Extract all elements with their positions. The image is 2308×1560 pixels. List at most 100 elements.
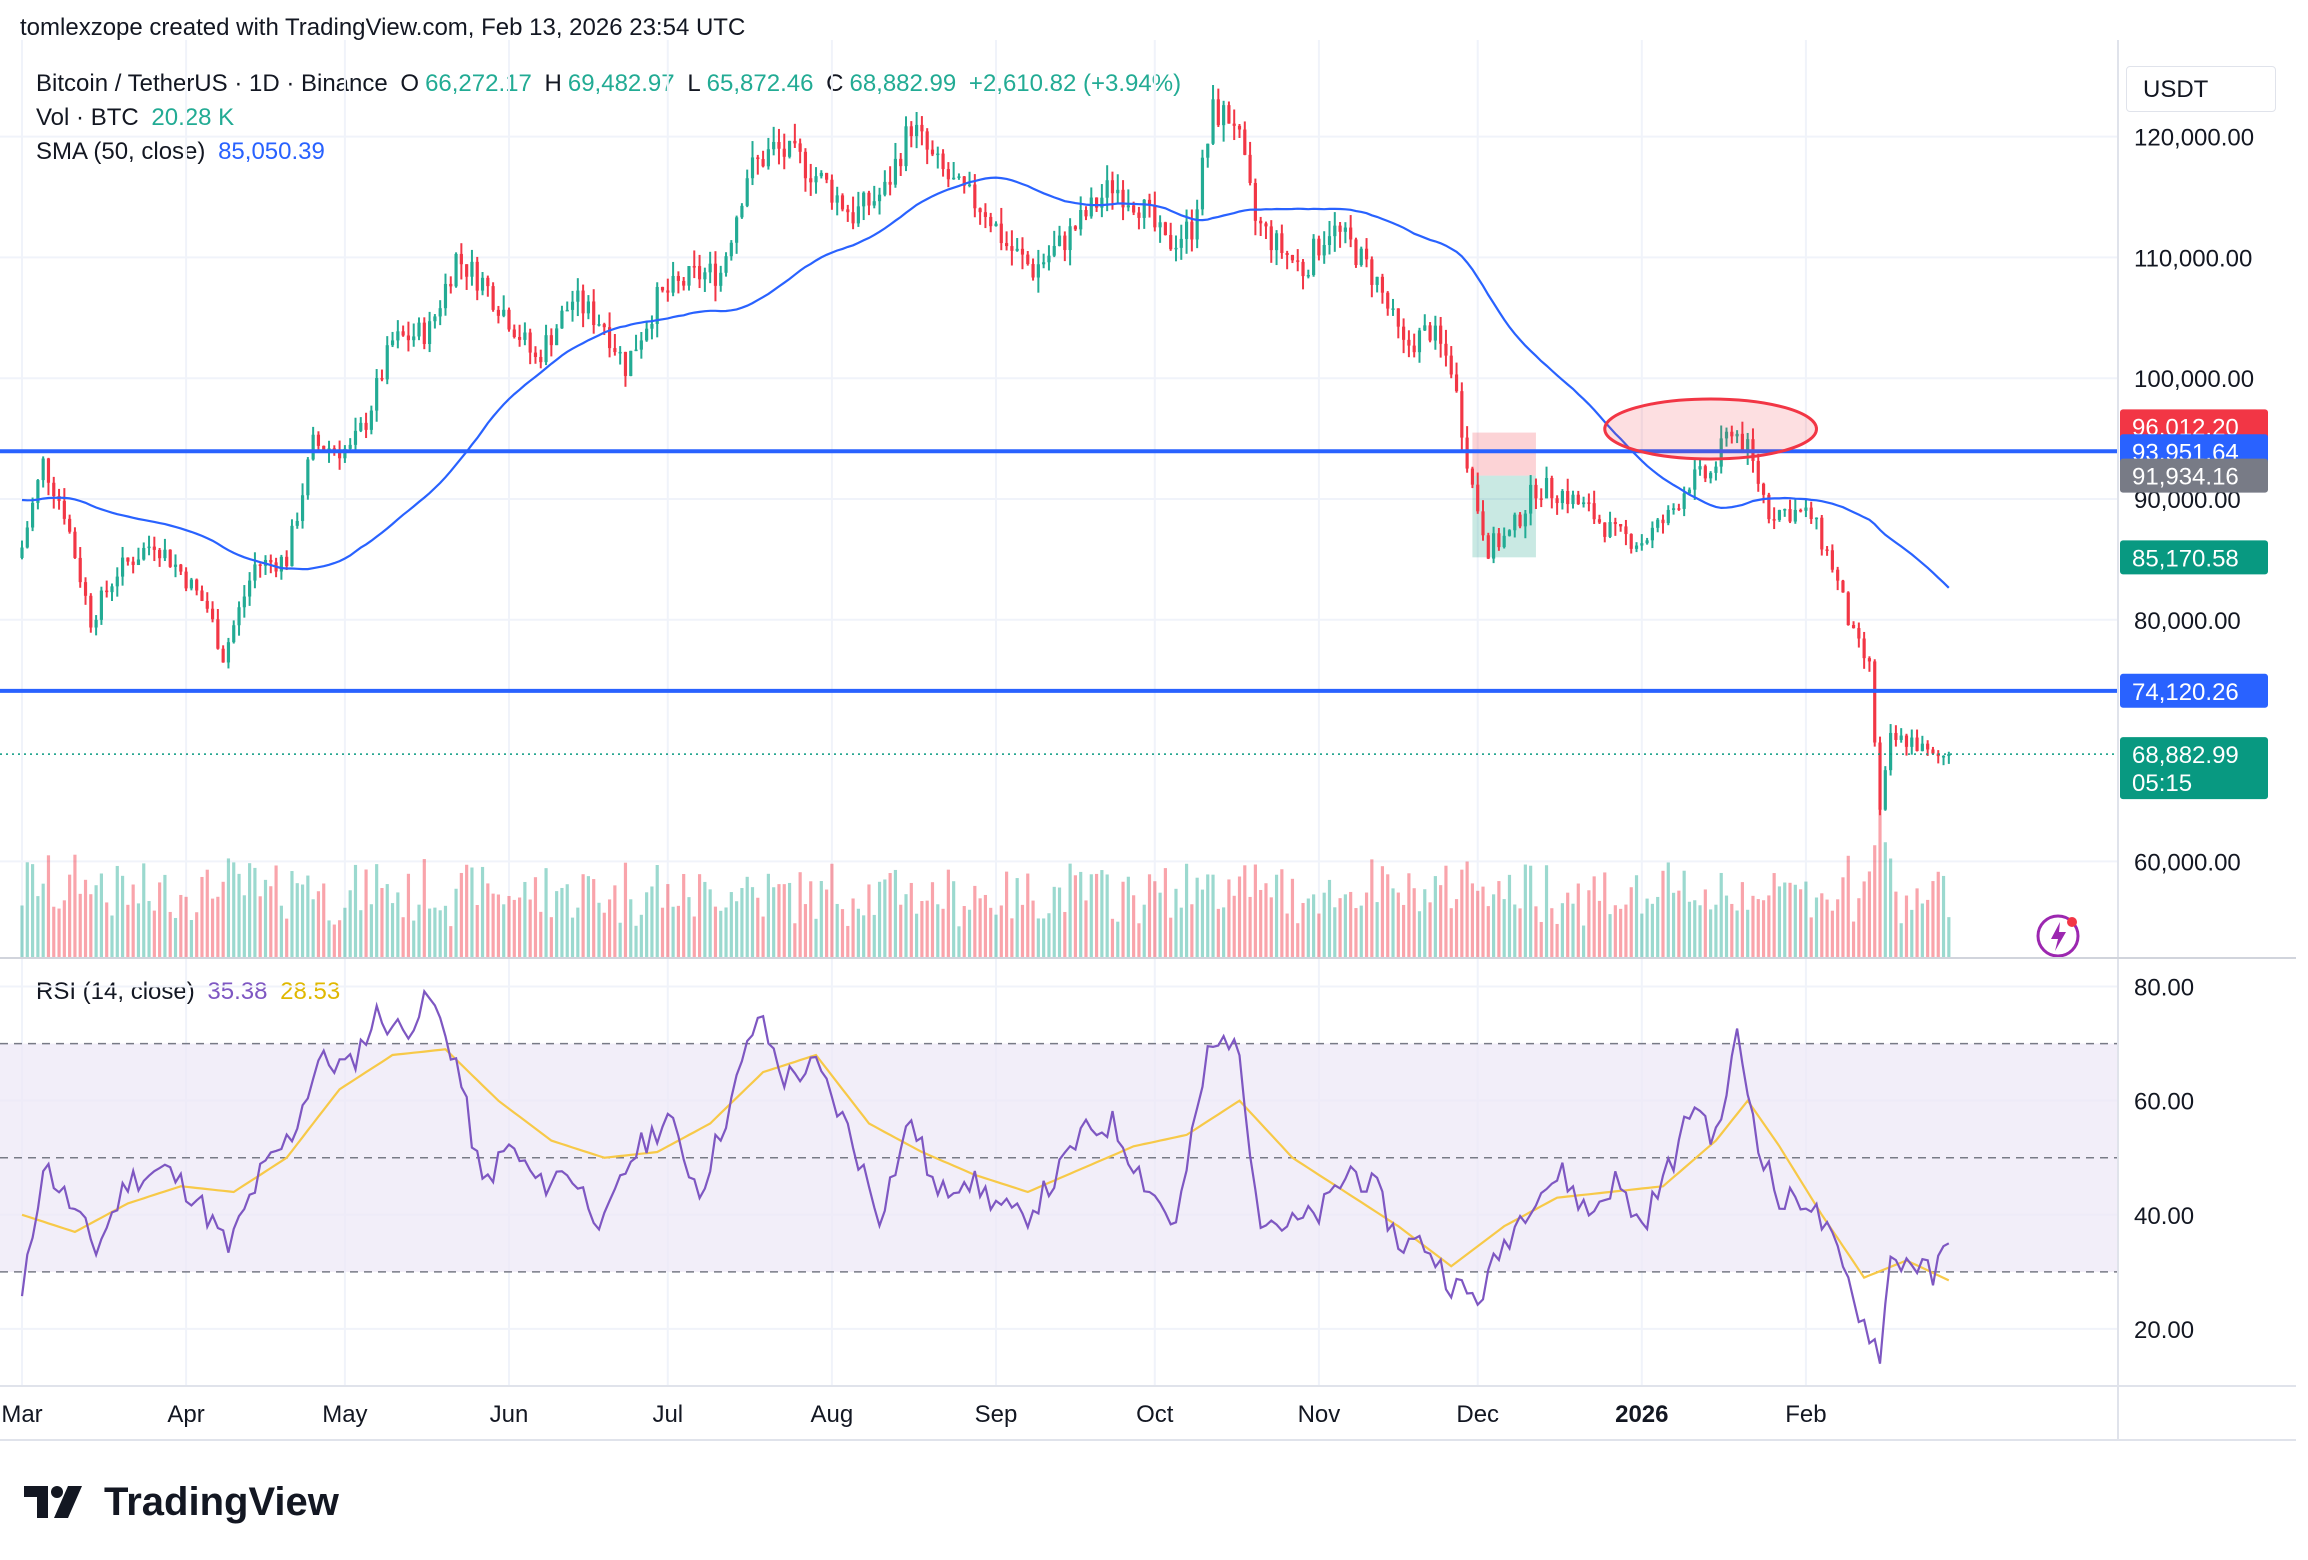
rsi-ma-line <box>21 1048 1950 1282</box>
sma-line <box>21 176 1950 589</box>
volume-bar <box>369 904 373 958</box>
candle-body <box>1174 247 1178 250</box>
price-label-bg <box>2120 458 2268 493</box>
sma-legend: SMA (50, close) 85,050.39 <box>36 138 331 166</box>
rsi-label[interactable]: RSI (14, close) <box>36 978 195 1005</box>
candle-body <box>46 458 51 483</box>
candle-body <box>1814 517 1819 520</box>
candle-body <box>1534 484 1538 499</box>
volume-bar <box>1560 903 1564 958</box>
volume-bar <box>502 904 506 958</box>
volume-bar <box>1608 914 1612 958</box>
volume-bar <box>1349 891 1353 958</box>
candle-body <box>20 547 24 558</box>
volume-bar <box>1476 890 1480 958</box>
candle-body <box>782 148 786 157</box>
volume-bar <box>666 884 670 958</box>
candle-body <box>396 331 400 341</box>
price-tick-label: 80,000.00 <box>2134 608 2241 635</box>
candle-body <box>179 564 183 572</box>
volume-bar <box>216 896 220 958</box>
volume-bar <box>1460 869 1464 958</box>
volume-bar <box>1005 871 1009 958</box>
candle-body <box>1772 519 1776 521</box>
volume-bar <box>205 869 209 958</box>
candle-body <box>110 586 114 593</box>
candle-body <box>1550 478 1554 499</box>
volume-bar <box>777 884 781 958</box>
volume-bar <box>1227 879 1231 958</box>
candle-body <box>1285 253 1289 255</box>
candle-body <box>62 500 66 519</box>
candle-body <box>1433 325 1437 341</box>
candle-body <box>459 253 463 265</box>
time-tick-label: Nov <box>1298 1401 1341 1428</box>
candle-body <box>904 126 908 167</box>
volume-bar <box>1423 889 1427 958</box>
symbol-name[interactable]: Bitcoin / TetherUS · 1D · Binance <box>36 70 388 97</box>
volume-bar <box>1333 907 1337 958</box>
volume-bar <box>740 888 744 958</box>
volume-bar <box>719 910 723 958</box>
candle-body <box>1306 275 1310 277</box>
volume-bar <box>851 898 855 958</box>
candle-body <box>1502 535 1506 548</box>
candle-body <box>1857 628 1861 639</box>
volume-bar <box>1121 881 1125 958</box>
volume-bar <box>136 903 141 958</box>
volume-bar <box>375 864 379 958</box>
volume-bar <box>1619 908 1623 958</box>
volume-bar <box>962 906 966 958</box>
volume-bar <box>671 906 675 958</box>
candle-body <box>1317 238 1321 256</box>
candle-body <box>862 192 866 207</box>
candle-body <box>1158 222 1162 228</box>
volume-bar <box>1793 884 1797 958</box>
volume-bar <box>597 902 601 958</box>
volume-bar <box>1391 888 1395 958</box>
volume-bar <box>607 899 612 958</box>
candle-body <box>994 223 998 227</box>
volume-bar <box>613 885 617 958</box>
candle-body <box>1793 509 1797 522</box>
volume-bar <box>539 911 543 958</box>
time-tick-label: Mar <box>1 1401 42 1428</box>
candle-body <box>1454 374 1459 392</box>
volume-bar <box>1338 898 1342 958</box>
countdown-text: 05:15 <box>2132 770 2192 797</box>
volume-bar <box>1814 897 1819 958</box>
volume-bar <box>692 916 696 958</box>
volume-bar <box>1883 842 1887 958</box>
candle-body <box>952 177 956 180</box>
volume-bar <box>1836 899 1840 958</box>
volume-bar <box>200 876 204 958</box>
candle-body <box>1259 220 1263 224</box>
volume-bar <box>1666 862 1670 958</box>
candle-body <box>1423 325 1427 331</box>
volume-bar <box>269 886 273 958</box>
candle-body <box>692 266 696 268</box>
volume-bar <box>819 881 823 958</box>
volume-bar <box>1047 913 1051 958</box>
candle-body <box>682 280 686 286</box>
volume-bar <box>1020 904 1025 958</box>
volume-bar <box>782 884 786 958</box>
volume-label[interactable]: Vol · BTC <box>36 104 139 131</box>
candle-body <box>1206 143 1210 158</box>
volume-bar <box>1518 908 1522 958</box>
candle-body <box>1312 238 1316 276</box>
volume-bar <box>1507 874 1512 958</box>
rsi-value: 35.38 <box>207 978 268 1005</box>
sma-label[interactable]: SMA (50, close) <box>36 138 206 165</box>
candle-body <box>258 564 262 566</box>
volume-bar <box>724 907 728 958</box>
volume-bar <box>1677 890 1681 958</box>
candle-body <box>1010 246 1014 251</box>
volume-bar <box>1073 875 1077 958</box>
tradingview-logo[interactable]: TradingView <box>24 1478 339 1526</box>
currency-unit-button[interactable]: USDT <box>2126 66 2276 112</box>
volume-bar <box>1735 910 1739 958</box>
volume-bar <box>1084 900 1088 958</box>
candle-body <box>1783 509 1787 511</box>
volume-bar <box>1846 855 1850 958</box>
